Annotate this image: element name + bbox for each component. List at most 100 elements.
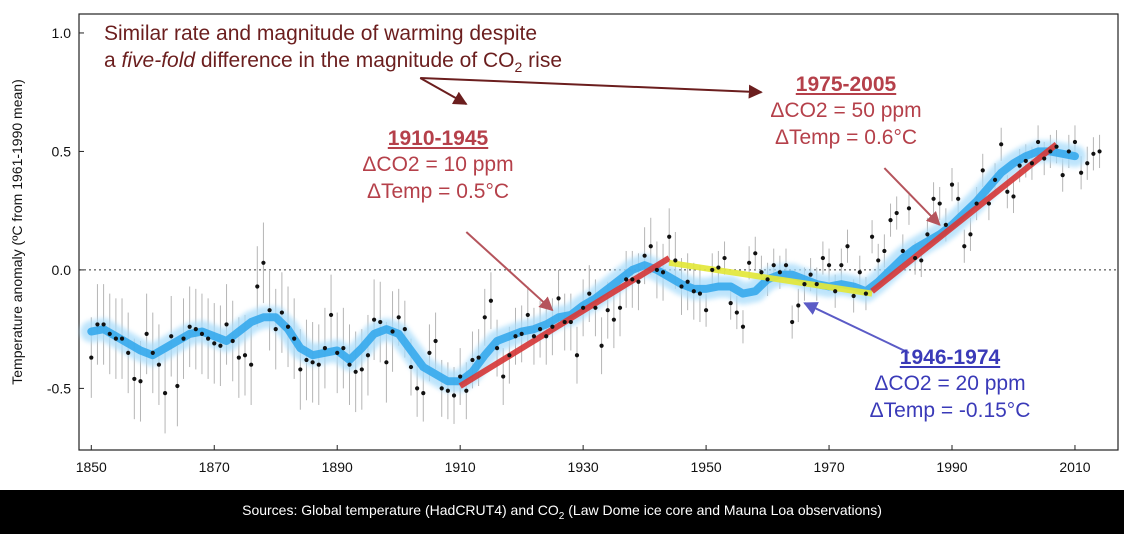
annual-point xyxy=(906,206,912,211)
annual-point xyxy=(132,376,137,382)
annual-point xyxy=(1029,161,1035,166)
annual-point xyxy=(937,201,942,206)
y-tick-label: -0.5 xyxy=(47,380,71,396)
annual-point xyxy=(851,293,856,299)
annual-point xyxy=(193,327,198,332)
annual-point xyxy=(697,291,703,296)
annual-point xyxy=(869,234,875,239)
annual-point xyxy=(599,343,604,348)
annual-point xyxy=(956,196,961,201)
annual-point xyxy=(581,305,586,310)
annotation-1946-1974-temp: ΔTemp = -0.15°C xyxy=(869,398,1031,422)
x-tick-label: 1930 xyxy=(568,459,599,475)
annual-point xyxy=(273,327,278,332)
trend-line-1975-2005 xyxy=(870,141,1059,294)
annual-point xyxy=(255,284,260,289)
annual-point xyxy=(390,329,395,334)
annual-point xyxy=(587,291,592,296)
annual-point xyxy=(1023,158,1028,164)
temperature-chart: 1850 1870 1890 1910 1930 1950 1970 1990 2010 1.0 0… xyxy=(9,13,1119,475)
main-annotation: Similar rate and magnitude of warming de… xyxy=(104,20,562,77)
annual-point xyxy=(537,327,543,332)
y-tick-label: 1.0 xyxy=(52,25,72,41)
annual-point xyxy=(372,317,377,322)
annual-point xyxy=(943,222,948,227)
annual-point xyxy=(863,291,869,296)
x-tick-label: 2010 xyxy=(1059,459,1090,475)
annual-point xyxy=(525,312,530,318)
annotation-arrow xyxy=(803,302,910,354)
annual-point xyxy=(119,336,125,341)
annual-point xyxy=(611,317,616,322)
annual-point xyxy=(482,315,487,320)
smoothed-series-line xyxy=(87,147,1079,386)
annual-point xyxy=(230,338,235,344)
annual-point xyxy=(962,244,967,249)
trend-line-1946-1974 xyxy=(668,259,873,297)
annual-point xyxy=(1048,149,1053,154)
annual-point xyxy=(138,379,143,384)
annual-point xyxy=(347,362,352,367)
annual-point xyxy=(556,296,561,301)
annual-point xyxy=(445,388,450,393)
annual-point xyxy=(169,334,174,339)
annotation-arrow xyxy=(465,231,554,312)
annual-point xyxy=(519,331,524,336)
y-tick-label: 0.5 xyxy=(52,143,72,159)
annual-point xyxy=(187,324,192,329)
annual-point xyxy=(150,350,155,355)
annual-point xyxy=(734,310,739,315)
annual-point xyxy=(544,334,549,339)
annual-point xyxy=(224,322,229,327)
annual-points xyxy=(89,139,1102,398)
annual-point xyxy=(267,308,272,313)
x-tick-label: 1870 xyxy=(199,459,230,475)
sources-footer: Sources: Global temperature (HadCRUT4) a… xyxy=(0,490,1124,534)
chart-figure: 1850 1870 1890 1910 1930 1950 1970 1990 2010 1.0 0… xyxy=(0,0,1124,490)
annual-point xyxy=(790,319,795,325)
annual-point xyxy=(783,263,789,268)
annual-point xyxy=(900,248,905,254)
annual-point xyxy=(531,334,537,339)
annual-point xyxy=(144,331,149,336)
x-tick-label: 1890 xyxy=(322,459,353,475)
annual-point xyxy=(992,177,998,182)
annual-point xyxy=(796,303,801,308)
annual-point xyxy=(304,357,309,363)
annual-point xyxy=(181,336,186,341)
annual-point xyxy=(384,360,389,365)
annual-point xyxy=(771,263,776,268)
annual-point xyxy=(1060,173,1065,178)
annual-point xyxy=(857,270,862,275)
main-annotation-line2: a five-fold difference in the magnitude … xyxy=(104,49,563,76)
annual-point xyxy=(593,305,598,310)
x-tick-label: 1950 xyxy=(691,459,722,475)
annual-point xyxy=(513,334,518,339)
annual-point xyxy=(1066,149,1071,154)
annual-point xyxy=(89,355,94,360)
annual-point xyxy=(980,168,985,173)
annotation-1910-1945-co2: ΔCO2 = 10 ppm xyxy=(362,153,514,177)
annotation-1975-2005-temp: ΔTemp = 0.6°C xyxy=(774,125,918,149)
annual-point xyxy=(242,353,248,358)
annual-point xyxy=(476,355,481,360)
annual-point xyxy=(759,270,764,275)
annual-point xyxy=(568,319,573,325)
annual-point xyxy=(156,362,162,367)
annotation-arrows xyxy=(419,76,941,354)
annotation-1975-2005-heading: 1975-2005 xyxy=(795,73,897,96)
annual-point xyxy=(415,386,420,391)
annual-point xyxy=(703,308,709,313)
annotation-1946-1974-co2: ΔCO2 = 20 ppm xyxy=(874,372,1026,396)
annual-point xyxy=(396,315,401,320)
annual-point xyxy=(249,362,254,367)
annual-point xyxy=(458,374,463,379)
annual-point xyxy=(218,343,223,348)
annual-point xyxy=(107,331,112,336)
annual-point xyxy=(949,182,955,187)
annual-point xyxy=(335,350,340,355)
annual-point xyxy=(113,336,118,341)
annual-point xyxy=(550,324,555,329)
x-tick-label: 1970 xyxy=(813,459,844,475)
x-tick-label: 1990 xyxy=(936,459,967,475)
